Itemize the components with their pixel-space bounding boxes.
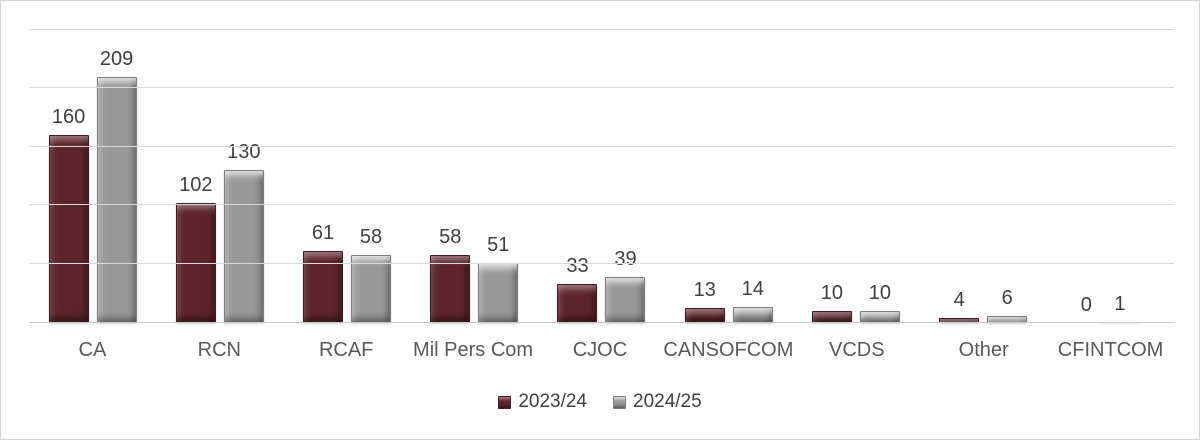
data-label: 10 [868, 282, 892, 304]
gridline [29, 86, 1174, 88]
category-label-other: Other [958, 339, 1009, 361]
legend: 2023/24 2024/25 [1, 391, 1199, 413]
x-axis-line [29, 322, 1174, 323]
bar-2023-24-cjoc [557, 284, 598, 323]
category-group-rcn: 102 130 [156, 29, 283, 323]
category-label-cansofcom: CANSOFCOM [663, 339, 794, 361]
bar-2024-25-ca [96, 77, 137, 323]
bar-wrap: 160 [48, 29, 89, 323]
bar-wrap: 10 [811, 29, 852, 323]
bar-wrap: 0 [1081, 29, 1092, 323]
data-label: 10 [820, 282, 844, 304]
bar-wrap: 10 [859, 29, 900, 323]
bar-2024-25-mil-pers-com [478, 263, 519, 323]
bar-groups: 160 209 102 130 61 58 58 51 33 39 13 14 10 10 4 6 0 1 [29, 29, 1174, 323]
category-group-mil-pers-com: 58 51 [411, 29, 538, 323]
gridline [29, 145, 1174, 147]
legend-swatch-2023-24-icon [498, 395, 512, 409]
data-label: 58 [359, 226, 383, 248]
category-group-ca: 160 209 [29, 29, 156, 323]
data-label: 58 [439, 226, 462, 248]
bar-wrap: 58 [430, 29, 471, 323]
bar-wrap: 13 [684, 29, 725, 323]
bar-wrap: 14 [732, 29, 773, 323]
gridline [29, 263, 1174, 265]
bar-2024-25-rcn [223, 170, 264, 323]
data-label: 160 [51, 106, 86, 128]
data-label: 51 [487, 234, 510, 256]
legend-label-2024-25: 2024/25 [633, 391, 702, 412]
data-label: 6 [1001, 287, 1013, 309]
gridline [29, 204, 1174, 206]
bar-2023-24-cansofcom [684, 308, 725, 323]
data-label: 0 [1080, 294, 1092, 316]
bar-2024-25-rcaf [351, 255, 392, 323]
bar-2023-24-rcn [175, 203, 216, 323]
category-label-ca: CA [78, 339, 107, 361]
data-label: 130 [227, 141, 261, 163]
bar-wrap: 39 [605, 29, 646, 323]
data-label: 4 [953, 289, 965, 311]
data-label: 61 [311, 222, 335, 244]
bar-wrap: 209 [96, 29, 137, 323]
category-label-cfintcom: CFINTCOM [1057, 339, 1164, 361]
bar-wrap: 51 [478, 29, 519, 323]
plot-area: 160 209 102 130 61 58 58 51 33 39 13 14 10 10 4 6 0 1 [29, 29, 1174, 323]
category-group-vcds: 10 10 [792, 29, 919, 323]
bar-2023-24-mil-pers-com [430, 255, 471, 323]
category-label-rcn: RCN [197, 339, 241, 361]
data-label: 209 [99, 48, 134, 70]
category-label-cjoc: CJOC [572, 339, 628, 361]
bar-wrap: 130 [223, 29, 264, 323]
data-label: 33 [566, 255, 589, 277]
bar-wrap: 102 [175, 29, 216, 323]
bar-wrap: 33 [557, 29, 598, 323]
legend-swatch-2024-25-icon [613, 395, 626, 409]
bar-wrap: 4 [939, 29, 980, 323]
category-group-rcaf: 61 58 [283, 29, 410, 323]
data-label: 13 [693, 279, 716, 301]
legend-item-2024-25: 2024/25 [613, 391, 702, 413]
category-label-mil-pers-com: Mil Pers Com [413, 339, 534, 361]
bar-wrap: 6 [987, 29, 1028, 323]
bar-2023-24-rcaf [303, 251, 344, 323]
legend-label-2023-24: 2023/24 [518, 391, 587, 412]
category-label-rcaf: RCAF [318, 339, 374, 361]
bar-2024-25-cansofcom [732, 307, 773, 323]
category-axis: CA RCN RCAF Mil Pers Com CJOC CANSOFCOM VCDS Ot… [29, 339, 1174, 362]
data-label: 1 [1114, 293, 1126, 315]
legend-item-2023-24: 2023/24 [498, 391, 587, 413]
gridline [29, 29, 1174, 30]
data-label: 14 [741, 278, 764, 300]
bar-2023-24-ca [48, 135, 89, 323]
data-label: 102 [179, 174, 213, 196]
bar-wrap: 58 [351, 29, 392, 323]
bar-wrap: 1 [1099, 29, 1140, 323]
category-group-cansofcom: 13 14 [665, 29, 792, 323]
category-group-cjoc: 33 39 [538, 29, 665, 323]
category-label-vcds: VCDS [829, 339, 885, 361]
bar-wrap: 61 [303, 29, 344, 323]
data-label: 39 [614, 248, 637, 270]
bar-2024-25-cjoc [605, 277, 646, 323]
